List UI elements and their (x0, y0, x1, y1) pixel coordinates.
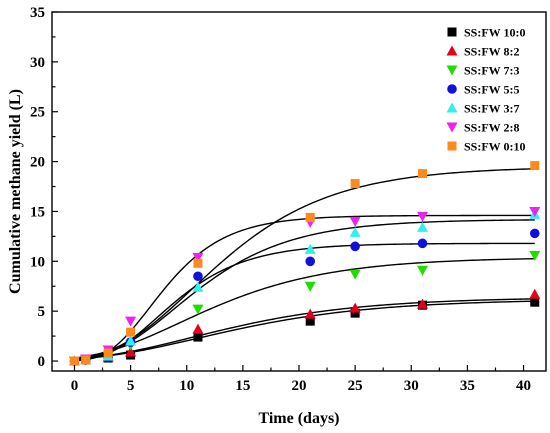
legend-marker-5 (446, 122, 458, 133)
point-s5-8 (529, 206, 541, 217)
point-s4-3 (125, 335, 137, 346)
y-tick-label-0: 0 (38, 354, 46, 370)
point-s3-4 (193, 271, 203, 282)
fit-curves (74, 168, 535, 362)
point-s4-5 (304, 243, 316, 254)
point-s3-7 (417, 238, 428, 249)
point-s1-3 (125, 346, 137, 357)
point-s2-5 (304, 281, 316, 292)
x-tick-label-7: 35 (460, 378, 475, 394)
point-s6-0 (69, 356, 79, 366)
point-s6-4 (193, 258, 203, 268)
fit-curve-5 (74, 214, 535, 362)
x-tick-label-4: 20 (292, 378, 307, 394)
x-tick-label-1: 5 (127, 378, 135, 394)
point-s1-7 (417, 298, 428, 309)
point-s0-5 (305, 316, 315, 326)
point-s1-8 (529, 288, 541, 299)
point-s2-7 (417, 265, 428, 276)
y-tick-label-7: 35 (30, 5, 45, 21)
legend-marker-3 (447, 84, 457, 94)
point-s6-6 (350, 179, 360, 189)
x-tick-label-3: 15 (235, 378, 250, 394)
legend-marker-2 (446, 65, 458, 76)
point-s6-5 (305, 212, 315, 222)
point-s4-6 (349, 226, 361, 237)
legend-label-1: SS:FW 8:2 (464, 45, 519, 59)
point-s4-4 (192, 281, 204, 292)
point-s0-8 (530, 297, 540, 307)
point-s6-3 (126, 327, 136, 337)
x-tick-label-0: 0 (71, 378, 79, 394)
fit-curve-0 (74, 300, 535, 360)
y-tick-label-2: 10 (30, 254, 45, 270)
point-s6-7 (418, 169, 427, 179)
point-s1-4 (192, 323, 204, 334)
point-s1-6 (349, 302, 361, 313)
y-tick-label-4: 20 (30, 155, 45, 171)
x-tick-label-5: 25 (348, 378, 363, 394)
legend-marker-6 (447, 141, 457, 151)
y-tick-label-3: 15 (30, 204, 45, 220)
point-s5-6 (349, 216, 361, 227)
y-tick-label-5: 25 (30, 105, 45, 121)
legend-label-2: SS:FW 7:3 (464, 64, 519, 78)
legend-label-6: SS:FW 0:10 (464, 140, 525, 154)
legend-label-5: SS:FW 2:8 (464, 121, 519, 135)
y-tick-label-6: 30 (30, 55, 45, 71)
fit-curve-1 (74, 298, 535, 360)
y-tick-label-1: 5 (38, 304, 46, 320)
x-axis-title: Time (days) (258, 410, 339, 427)
x-tick-label-6: 30 (404, 378, 419, 394)
point-s2-6 (349, 269, 361, 280)
axes: 0 5 10 15 20 25 30 35 40 0 5 10 15 20 25 30 35 (30, 5, 547, 394)
point-s6-2 (103, 348, 113, 358)
x-tick-label-8: 40 (516, 378, 531, 394)
legend-label-3: SS:FW 5:5 (464, 83, 519, 97)
fit-curve-6 (74, 168, 535, 360)
point-s5-4 (192, 252, 204, 263)
point-s0-6 (350, 308, 360, 318)
legend-marker-4 (446, 102, 458, 113)
legend: SS:FW 10:0 SS:FW 8:2 SS:FW 7:3 SS:FW 5:5 SS:… (446, 26, 525, 154)
data-points (68, 161, 541, 367)
point-s3-6 (350, 241, 360, 252)
point-s2-4 (192, 304, 204, 315)
point-s2-8 (529, 250, 541, 261)
point-s5-7 (417, 211, 428, 222)
point-s0-4 (193, 332, 203, 342)
point-s3-8 (529, 228, 540, 239)
x-tick-label-2: 10 (179, 378, 194, 394)
y-axis-title: Cumulative methane yield (L) (7, 89, 24, 294)
point-s6-1 (81, 355, 91, 365)
legend-marker-1 (446, 45, 458, 56)
fit-curve-3 (74, 242, 535, 362)
point-s5-3 (125, 316, 137, 327)
point-s4-7 (417, 221, 428, 232)
point-s3-5 (305, 256, 316, 267)
legend-label-0: SS:FW 10:0 (464, 26, 525, 40)
fit-curve-4 (74, 219, 535, 361)
point-s6-8 (530, 161, 540, 171)
legend-label-4: SS:FW 3:7 (464, 102, 519, 116)
legend-marker-0 (447, 27, 457, 37)
fit-curve-2 (74, 258, 535, 359)
point-s1-5 (304, 308, 316, 319)
